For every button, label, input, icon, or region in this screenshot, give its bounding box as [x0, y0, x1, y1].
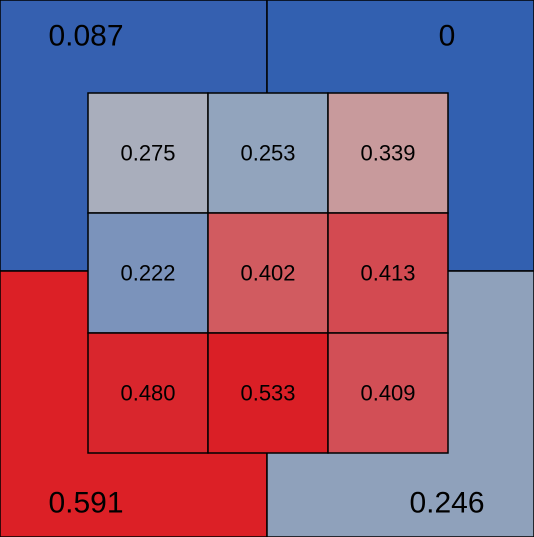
outer-cell-label-1-0: 0.591 [48, 487, 123, 520]
inner-cell-label-2-2: 0.409 [360, 381, 415, 406]
outer-cell-label-0-1: 0 [439, 20, 456, 53]
inner-cell-0-1 [207, 92, 329, 214]
inner-cell-1-0 [87, 212, 209, 334]
inner-grid [87, 92, 449, 454]
inner-cell-label-0-1: 0.253 [240, 141, 295, 166]
inner-cell-label-0-2: 0.339 [360, 141, 415, 166]
inner-labels: 0.275 0.253 0.339 0.222 0.402 0.413 0.480 0.533… [120, 141, 415, 406]
inner-cell-label-1-2: 0.413 [360, 261, 415, 286]
outer-labels: 0.087 0 0.591 0.246 [48, 20, 484, 520]
outer-cell-label-1-1: 0.246 [409, 487, 484, 520]
inner-cell-2-0 [87, 332, 209, 454]
inner-cell-0-2 [327, 92, 449, 214]
inner-cell-1-2 [327, 212, 449, 334]
inner-cell-label-0-0: 0.275 [120, 141, 175, 166]
inner-cell-2-1 [207, 332, 329, 454]
inner-cell-2-2 [327, 332, 449, 454]
inner-cell-label-1-1: 0.402 [240, 261, 295, 286]
inner-cell-label-2-1: 0.533 [240, 381, 295, 406]
inner-cell-label-2-0: 0.480 [120, 381, 175, 406]
inner-cell-label-1-0: 0.222 [120, 261, 175, 286]
outer-cell-label-0-0: 0.087 [48, 20, 123, 53]
